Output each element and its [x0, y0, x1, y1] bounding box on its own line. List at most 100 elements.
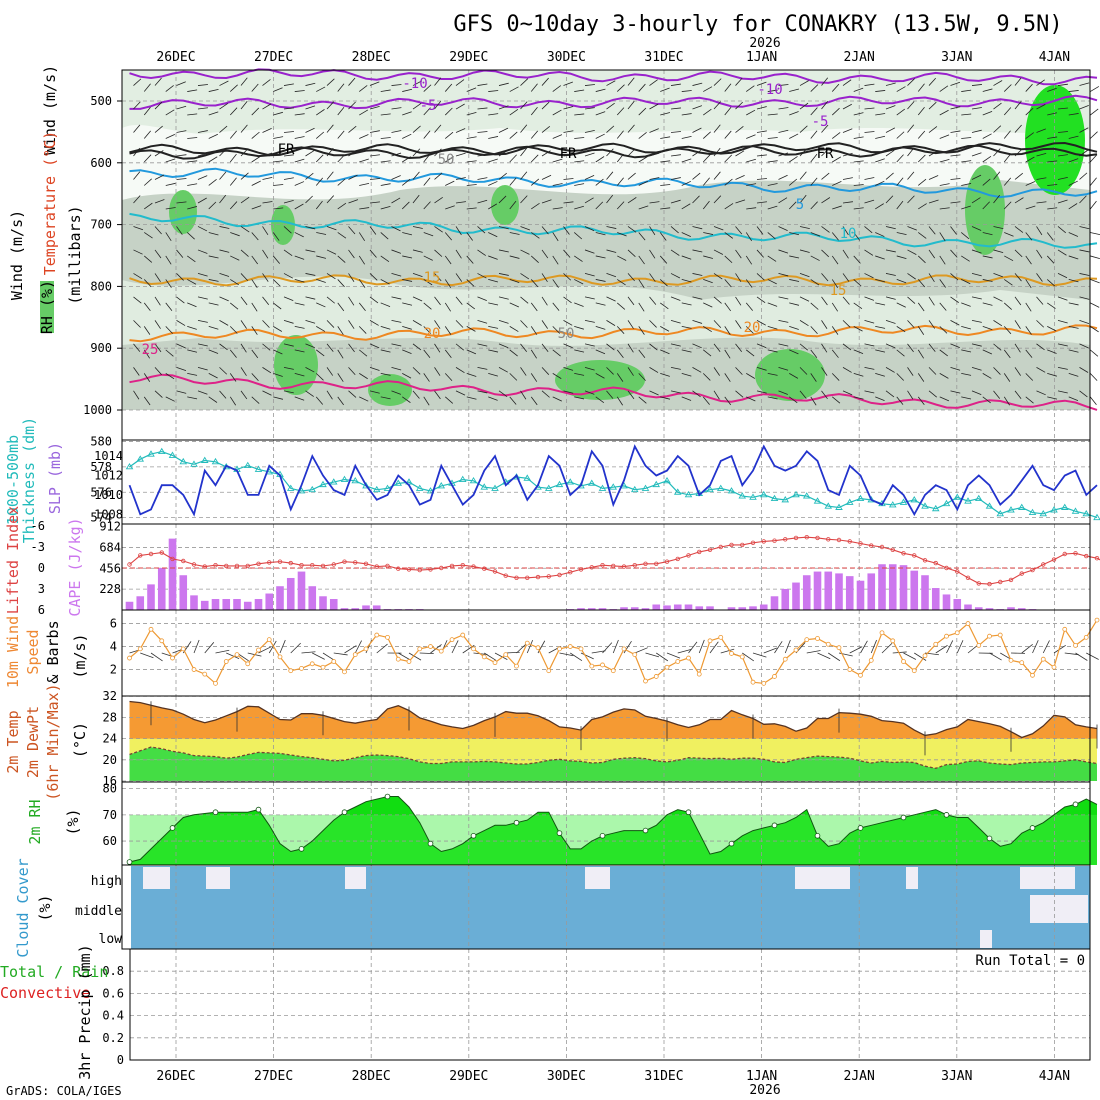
wind-barb [1014, 390, 1022, 400]
wind-barb [735, 367, 743, 375]
rh-point [427, 840, 434, 847]
wind-barb [498, 249, 509, 253]
wind-barb [337, 349, 344, 359]
wind-speed-point [137, 646, 143, 652]
thickness-point [1050, 506, 1058, 513]
wind-barb [348, 125, 357, 133]
wind-barb [1047, 372, 1057, 377]
wind-barb [1014, 197, 1024, 204]
label-cloud-2: (%) [36, 894, 54, 921]
wind-barb [498, 82, 509, 86]
wind-barb [616, 326, 625, 334]
wind-speed-point [686, 655, 691, 661]
wind-barb [1025, 396, 1034, 404]
wind-speed-point [1040, 656, 1046, 662]
wind-barb [348, 343, 355, 353]
wind-barb [692, 343, 702, 349]
wind-barb [660, 184, 671, 186]
pressure-tick-label: 500 [90, 94, 112, 108]
cape-bar [179, 575, 188, 610]
wind-barb [832, 205, 842, 210]
wind-barb [1057, 249, 1067, 256]
wind-barb [595, 111, 606, 116]
wind-barb [875, 255, 885, 260]
wind-barb [445, 180, 455, 186]
wind-barb [229, 177, 237, 186]
wind-barb [950, 154, 961, 157]
lifted-index-point [557, 572, 562, 578]
wind-barb [391, 319, 402, 323]
wind-barb [928, 226, 936, 235]
wind-barb [1068, 302, 1079, 306]
wind-speed-point [428, 644, 433, 649]
wind-barb [240, 172, 249, 180]
wind-barb [649, 177, 660, 180]
wind-barb [541, 77, 549, 86]
wind-barb [670, 249, 680, 256]
wind-barb [283, 296, 294, 302]
thickness-point [1071, 507, 1080, 514]
wind-barb [552, 109, 562, 116]
temperature-tick-label: 24 [103, 732, 117, 746]
wind-barb [133, 226, 144, 231]
wind-barb [864, 226, 873, 234]
wind-barb [165, 255, 172, 265]
wind-barb [337, 130, 345, 139]
wind-barb [703, 232, 714, 235]
cape-bar [964, 604, 972, 610]
wind-barb [842, 390, 853, 396]
rh-area-lower [129, 814, 1097, 865]
thickness-point [684, 490, 693, 498]
cape-bar [200, 600, 209, 610]
wind-barb [681, 180, 692, 186]
wind-barb [165, 373, 175, 380]
wind-barb [509, 255, 520, 259]
wind-barb [627, 249, 636, 258]
cape-bar [157, 567, 166, 610]
rh-point [470, 832, 477, 839]
wind-barb [272, 232, 280, 241]
precip-tick-label: 0.4 [102, 1009, 124, 1023]
wind-barb [627, 124, 635, 133]
wind-barb [595, 232, 606, 236]
wind-speed-point [632, 652, 638, 657]
wind-barb [358, 302, 366, 311]
wind-barb [305, 367, 315, 373]
wind-barb [1003, 201, 1012, 210]
label-temperature: Temperature (°C) [41, 131, 59, 276]
wind-barb [391, 390, 402, 395]
wind-barb [197, 226, 208, 232]
wind-barb [778, 226, 788, 231]
surface-wind-barb [1032, 640, 1039, 654]
wind-barb [348, 296, 355, 306]
wind-barb [315, 131, 325, 139]
wind-barb [402, 326, 412, 330]
lifted-index-point [815, 535, 820, 541]
wind-barb [616, 177, 624, 186]
contour-label: -10 [402, 76, 427, 92]
wind-barb [1014, 226, 1024, 233]
wind-barb [810, 107, 818, 116]
wind-barb [541, 199, 552, 204]
wind-barb [1079, 273, 1090, 276]
wind-barb [133, 296, 142, 304]
wind-barb [1079, 104, 1089, 110]
wind-barb [176, 390, 187, 394]
wind-barb [853, 279, 862, 287]
rh-high-region [368, 374, 412, 406]
lifted-index-point [492, 569, 498, 574]
wind-barb [864, 390, 875, 394]
wind-barb [735, 226, 743, 235]
wind-barb [143, 106, 151, 116]
wind-barb [574, 137, 585, 139]
wind-barb [197, 130, 208, 133]
rh-line [129, 796, 1098, 863]
wind-barb [928, 175, 939, 180]
wind-barb [595, 255, 606, 259]
wind-barb [853, 326, 863, 332]
cape-bar [706, 606, 714, 610]
wind-barb [982, 326, 993, 330]
wind-barb [187, 326, 197, 330]
wind-barb [358, 279, 366, 288]
lifted-index-point [836, 537, 842, 543]
